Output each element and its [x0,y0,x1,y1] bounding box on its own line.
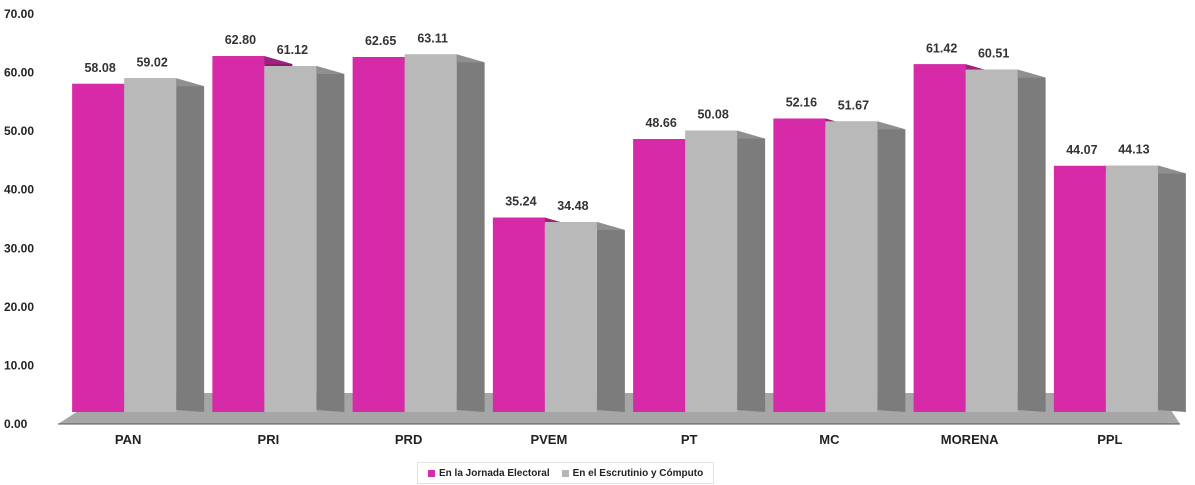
data-label: 52.16 [786,95,817,109]
bar-side [176,78,205,412]
bar-side [1017,69,1046,412]
y-tick-label: 50.00 [4,124,34,138]
data-label: 44.07 [1066,143,1097,157]
data-labels-group: 58.08 59.02 62.80 61.12 62.65 63.11 35.24 34.48… [84,31,1149,213]
category-label: PVEM [530,432,567,447]
data-label: 61.42 [926,41,957,55]
category-label: MORENA [941,432,999,447]
data-label: 48.66 [645,116,676,130]
y-tick-label: 70.00 [4,7,34,21]
data-label: 59.02 [136,55,167,69]
bar[interactable] [825,121,878,413]
data-label: 35.24 [505,195,536,209]
bar[interactable] [212,56,265,413]
category-label: PAN [115,432,141,447]
bar[interactable] [124,78,177,412]
bar[interactable] [913,64,966,413]
bar[interactable] [773,118,826,413]
bar[interactable] [633,138,686,412]
data-label: 50.08 [697,108,728,122]
legend: En la Jornada Electoral En el Escrutinio… [417,462,715,484]
bar[interactable] [492,217,545,412]
y-tick-label: 0.00 [4,417,28,431]
category-label: MC [819,432,840,447]
bars-group [72,54,1186,413]
data-label: 61.12 [277,43,308,57]
legend-item-jornada[interactable]: En la Jornada Electoral [428,468,550,479]
data-label: 34.48 [557,199,588,213]
bar-side [456,54,485,412]
category-label: PT [681,432,698,447]
y-tick-label: 30.00 [4,241,34,255]
legend-swatch-escrutinio [561,469,569,477]
category-label: PRD [395,432,422,447]
bar-side [737,130,766,412]
data-label: 58.08 [84,61,115,75]
y-tick-label: 60.00 [4,66,34,80]
y-tick-label: 40.00 [4,183,34,197]
bar[interactable] [72,83,125,413]
bar-side [1157,165,1186,412]
legend-label-escrutinio: En el Escrutinio y Cómputo [572,467,704,479]
category-label: PRI [258,432,280,447]
data-label: 62.80 [225,33,256,47]
bar[interactable] [1105,165,1158,412]
bar[interactable] [264,66,317,413]
y-axis-ticks: 0.00 10.00 20.00 30.00 40.00 50.00 60.00 70.00 [4,7,34,431]
bar[interactable] [352,57,405,413]
bar-side [316,66,345,413]
legend-swatch-jornada [428,469,435,477]
bar[interactable] [1053,165,1106,412]
bar-side [596,222,625,412]
bar-side [877,121,906,413]
data-label: 44.13 [1118,143,1149,157]
y-tick-label: 20.00 [4,300,34,314]
y-tick-label: 10.00 [4,358,34,372]
bar[interactable] [685,130,738,412]
bar[interactable] [965,69,1018,412]
data-label: 62.65 [365,34,396,48]
category-label: PPL [1097,432,1122,447]
data-label: 51.67 [838,98,869,112]
bar[interactable] [544,222,597,412]
legend-item-escrutinio[interactable]: En el Escrutinio y Cómputo [561,467,704,479]
category-labels-group: PAN PRI PRD PVEM PT MC MORENA PPL [115,432,1123,447]
data-label: 63.11 [417,31,448,45]
bar[interactable] [404,54,457,412]
legend-label-jornada: En la Jornada Electoral [439,467,550,479]
data-label: 60.51 [978,47,1009,61]
